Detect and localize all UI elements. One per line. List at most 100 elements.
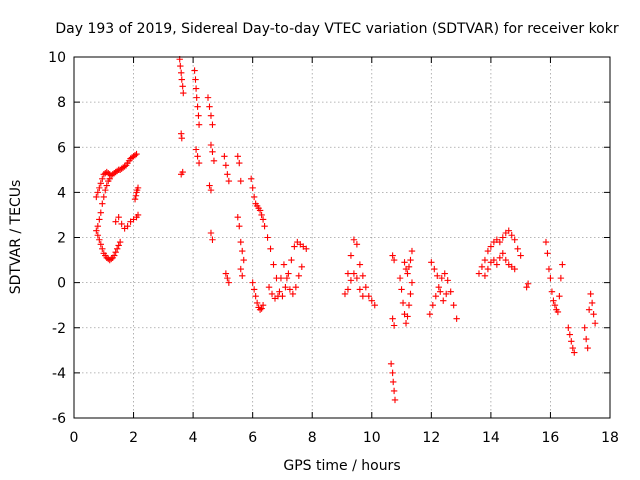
data-point (391, 396, 399, 404)
data-point (444, 277, 451, 284)
y-tick-label: 0 (57, 276, 66, 292)
series-arc-f (176, 56, 187, 142)
data-point (502, 256, 509, 264)
data-point (356, 286, 364, 293)
data-point (431, 265, 438, 273)
data-point (178, 135, 185, 142)
data-point (390, 256, 398, 264)
data-point (505, 227, 512, 234)
data-point (206, 182, 213, 189)
data-point (195, 159, 203, 167)
series-arc-aa (542, 238, 566, 316)
data-point (408, 247, 416, 255)
series-arc-k (221, 153, 233, 286)
data-point (390, 322, 398, 329)
data-point (99, 245, 106, 252)
x-tick-label: 16 (542, 430, 560, 446)
series-arc-a (93, 150, 140, 201)
data-point (499, 250, 506, 257)
data-point (282, 283, 289, 291)
data-point (195, 112, 202, 119)
data-point (237, 177, 244, 185)
series-arc-j (207, 229, 216, 243)
series-arc-q (344, 270, 367, 300)
series-arc-w (428, 259, 450, 304)
data-point (303, 245, 310, 252)
data-point (234, 213, 241, 221)
y-tick-label: 10 (48, 50, 66, 66)
data-point (453, 315, 460, 322)
data-point (557, 274, 565, 282)
data-point (407, 256, 414, 264)
data-point (256, 207, 264, 214)
data-point (565, 324, 572, 331)
data-point (584, 344, 591, 352)
data-point (112, 248, 119, 256)
data-point (356, 261, 364, 268)
data-point (237, 265, 244, 273)
data-point (247, 175, 255, 183)
data-point (113, 245, 121, 252)
data-point (253, 299, 261, 307)
series-arc-l (234, 153, 247, 280)
series-arc-cc (581, 290, 599, 352)
data-point (96, 216, 103, 223)
data-point (481, 272, 489, 280)
data-point (103, 182, 110, 189)
data-point (277, 274, 285, 282)
x-axis-label: GPS time / hours (283, 458, 400, 474)
data-point (368, 297, 375, 304)
data-point (179, 168, 186, 176)
data-point (280, 261, 288, 268)
data-point (259, 216, 267, 223)
data-point (239, 272, 246, 280)
data-point (111, 252, 118, 259)
data-point (428, 259, 435, 266)
data-point (359, 292, 367, 300)
data-point (195, 121, 203, 128)
data-point (178, 130, 185, 137)
data-point (193, 94, 200, 101)
data-point (258, 211, 265, 219)
data-point (178, 76, 185, 83)
data-point (475, 270, 483, 277)
data-point (353, 241, 361, 248)
data-point (405, 301, 413, 309)
series-arc-u (401, 247, 416, 277)
data-point (234, 153, 241, 160)
data-point (224, 274, 231, 282)
data-point (96, 184, 103, 192)
data-point (298, 263, 305, 271)
data-point (490, 256, 498, 264)
x-tick-label: 18 (601, 430, 619, 446)
data-point (259, 301, 267, 309)
data-point (204, 94, 212, 101)
data-point (94, 189, 102, 196)
series-arc-g (178, 168, 186, 178)
series-arc-b (93, 227, 124, 264)
data-point (347, 252, 355, 259)
data-point (547, 274, 554, 282)
data-point (256, 306, 264, 313)
data-point (523, 283, 530, 291)
series-arc-s (389, 252, 398, 264)
data-point (178, 69, 185, 76)
data-point (100, 193, 107, 201)
data-point (94, 232, 102, 239)
data-point (585, 306, 593, 313)
data-point (295, 272, 303, 280)
data-point (118, 220, 125, 228)
data-point (192, 85, 200, 92)
data-point (207, 141, 215, 149)
data-point (270, 261, 277, 268)
data-point (258, 305, 265, 312)
data-point (496, 254, 504, 262)
data-point (291, 243, 298, 250)
data-point (508, 232, 515, 239)
data-point (225, 279, 233, 286)
data-point (390, 378, 397, 386)
data-point (350, 236, 358, 243)
data-point (362, 283, 370, 291)
data-point (387, 360, 395, 368)
